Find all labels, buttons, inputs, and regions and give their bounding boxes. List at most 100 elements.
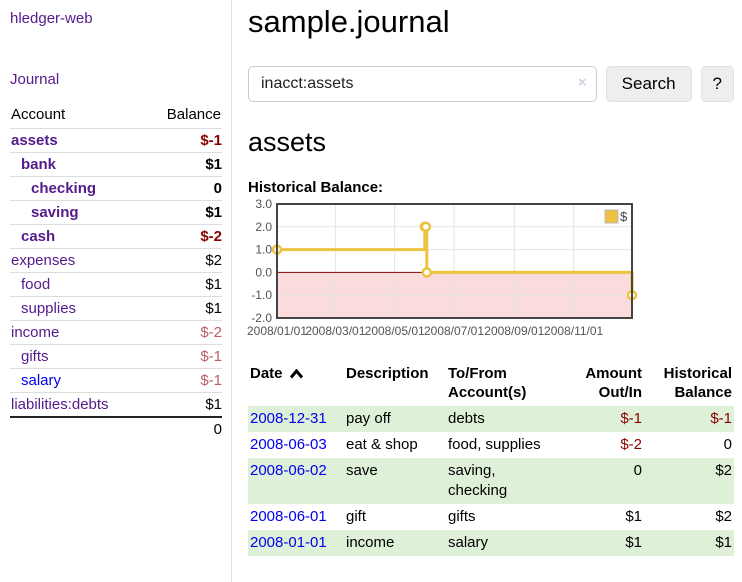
account-heading: assets: [248, 127, 327, 157]
clear-search-icon[interactable]: ×: [577, 74, 587, 91]
transaction-description: gift: [346, 508, 367, 525]
account-balance: $1: [205, 276, 222, 293]
sidebar-account-row: liabilities:debts $1: [10, 393, 222, 417]
transaction-balance: $-1: [710, 410, 732, 427]
register-row: 2008-06-03 eat & shop food, supplies $-2 0: [248, 432, 734, 458]
y-axis-tick-label: -2.0: [251, 311, 272, 325]
account-column-label: Account: [11, 106, 66, 123]
account-total-row: 0: [10, 416, 222, 441]
sidebar-account-row: income $-2: [10, 321, 222, 345]
search-input[interactable]: [248, 66, 597, 102]
transaction-date-link[interactable]: 2008-06-02: [250, 462, 327, 479]
y-axis-tick-label: 1.0: [255, 243, 272, 257]
column-header-date[interactable]: Date: [248, 362, 344, 406]
y-axis-tick-label: -1.0: [251, 288, 272, 302]
search-input-wrap: ×: [248, 66, 597, 102]
register-header-row: Date Description To/From Account(s) Amou…: [248, 362, 734, 406]
transaction-amount: $1: [625, 508, 642, 525]
account-rows: assets $-1 bank $1 checking 0 saving $1 cash $-2 e…: [10, 129, 222, 417]
sort-ascending-icon: [289, 368, 303, 379]
sidebar-account-link[interactable]: saving: [31, 204, 79, 221]
transaction-amount: $-2: [620, 436, 642, 453]
x-axis-tick-label: 2008/03/01: [305, 324, 365, 338]
transaction-accounts: debts: [448, 410, 485, 427]
sidebar-account-link[interactable]: liabilities:debts: [11, 396, 109, 413]
search-button[interactable]: Search: [605, 66, 692, 102]
account-table-header: Account Balance: [10, 104, 222, 129]
account-balance: $-2: [200, 324, 222, 341]
transaction-accounts: saving, checking: [448, 462, 508, 499]
x-axis-tick-label: 2008/09/01: [484, 324, 544, 338]
transaction-date-link[interactable]: 2008-06-01: [250, 508, 327, 525]
sidebar-account-link[interactable]: bank: [21, 156, 57, 173]
sidebar-account-row: supplies $1: [10, 297, 222, 321]
x-axis-tick-label: 2008/11/01: [544, 324, 603, 338]
y-axis-tick-label: 3.0: [255, 197, 272, 211]
transaction-amount: 0: [633, 462, 642, 479]
column-header-description: Description: [346, 365, 429, 382]
plot-border: [276, 203, 633, 319]
sidebar-account-link[interactable]: income: [11, 324, 60, 341]
transaction-accounts: gifts: [448, 508, 476, 525]
sidebar: hledger-web Journal Account Balance asse…: [0, 0, 232, 582]
account-balance: $1: [205, 396, 222, 413]
transaction-balance: $1: [715, 534, 732, 551]
transaction-date-link[interactable]: 2008-06-03: [250, 436, 327, 453]
historical-balance-chart: 2008/01/01 2008/03/01 2008/05/01 2008/07/01…: [247, 197, 734, 346]
sidebar-account-link[interactable]: assets: [11, 132, 58, 149]
register-row: 2008-12-31 pay off debts $-1 $-1: [248, 406, 734, 432]
total-balance: 0: [213, 421, 222, 438]
page-title: sample.journal: [248, 4, 450, 39]
chart-title: Historical Balance:: [248, 179, 384, 196]
account-balance: $1: [205, 156, 222, 173]
account-balance: $1: [205, 300, 222, 317]
column-header-balance: Historical Balance: [663, 365, 732, 401]
sidebar-account-row: saving $1: [10, 201, 222, 225]
sidebar-account-row: gifts $-1: [10, 345, 222, 369]
legend-label: $: [620, 209, 628, 224]
account-balance: $-1: [200, 348, 222, 365]
account-balance: 0: [213, 180, 222, 197]
transaction-date-link[interactable]: 2008-12-31: [250, 410, 327, 427]
sidebar-account-link[interactable]: salary: [21, 372, 62, 389]
account-balance: $-2: [200, 228, 222, 245]
sidebar-account-link[interactable]: expenses: [11, 252, 76, 269]
register-row: 2008-06-02 save saving, checking 0 $2: [248, 458, 734, 504]
sidebar-account-row: cash $-2: [10, 225, 222, 249]
data-point-marker: [420, 221, 432, 233]
sidebar-item-journal[interactable]: Journal: [10, 71, 60, 88]
transaction-description: pay off: [346, 410, 391, 427]
main-content: sample.journal × Search ? assets Histori…: [247, 0, 734, 556]
sidebar-account-link[interactable]: supplies: [21, 300, 77, 317]
sidebar-account-row: salary $-1: [10, 369, 222, 393]
sidebar-account-link[interactable]: cash: [21, 228, 56, 245]
transaction-balance: 0: [723, 436, 732, 453]
sidebar-account-row: expenses $2: [10, 249, 222, 273]
column-header-amount: Amount Out/In: [585, 365, 642, 401]
help-button[interactable]: ?: [700, 66, 734, 102]
y-axis-tick-label: 0.0: [255, 265, 272, 279]
app-brand-link[interactable]: hledger-web: [10, 10, 93, 27]
sidebar-account-row: bank $1: [10, 153, 222, 177]
transaction-date-link[interactable]: 2008-01-01: [250, 534, 327, 551]
sidebar-account-link[interactable]: gifts: [21, 348, 49, 365]
transaction-accounts: salary: [448, 534, 489, 551]
account-balance: $2: [205, 252, 222, 269]
account-balance-table: Account Balance assets $-1 bank $1 checking 0…: [10, 104, 222, 441]
account-balance: $-1: [200, 132, 222, 149]
sidebar-account-row: food $1: [10, 273, 222, 297]
register-table: Date Description To/From Account(s) Amou…: [248, 362, 734, 556]
register-row: 2008-01-01 income salary $1 $1: [248, 530, 734, 556]
search-bar: × Search ?: [248, 66, 734, 102]
account-balance: $1: [205, 204, 222, 221]
y-axis-tick-label: 2.0: [255, 220, 272, 234]
x-axis-tick-label: 2008/05/01: [365, 324, 425, 338]
x-axis-tick-label: 2008/01/01: [247, 324, 307, 338]
transaction-amount: $-1: [620, 410, 642, 427]
sidebar-account-link[interactable]: food: [21, 276, 51, 293]
legend-swatch: [604, 209, 619, 224]
column-header-accounts: To/From Account(s): [448, 365, 527, 401]
data-point-marker: [421, 267, 433, 278]
sidebar-account-link[interactable]: checking: [31, 180, 97, 197]
transaction-balance: $2: [715, 462, 732, 479]
